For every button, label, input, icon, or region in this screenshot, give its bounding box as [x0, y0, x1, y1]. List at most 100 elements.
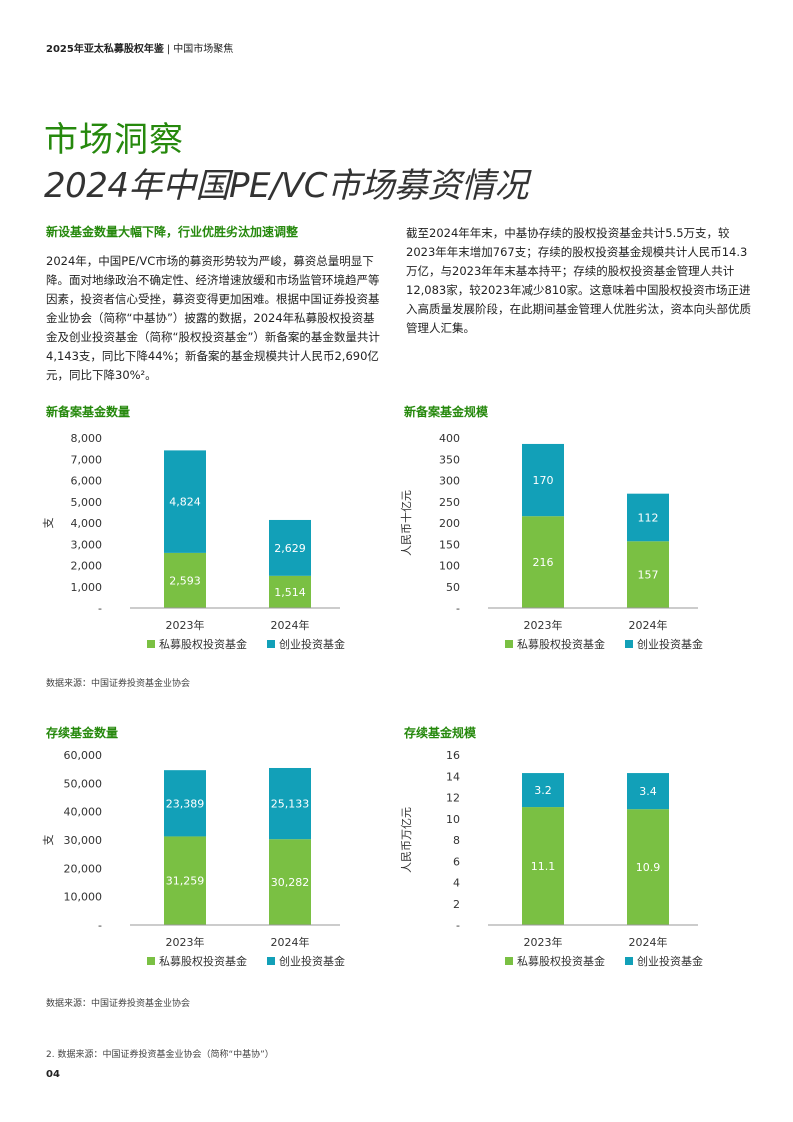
- y-axis-label: 人民币万亿元: [400, 807, 413, 873]
- page-title: 市场洞察: [44, 120, 184, 160]
- y-tick-label: 250: [439, 496, 460, 509]
- x-tick-label: 2023年: [524, 618, 563, 632]
- data-source-1: 数据来源：中国证券投资基金业协会: [46, 679, 191, 689]
- y-tick-label: 14: [446, 770, 460, 783]
- y-tick-label: 6,000: [71, 475, 103, 488]
- x-tick-label: 2023年: [166, 935, 205, 949]
- y-tick-label: 150: [439, 538, 460, 551]
- legend-swatch-vc: [267, 957, 275, 965]
- y-tick-label: 8: [453, 834, 460, 847]
- bar-pe: [522, 807, 564, 925]
- x-tick-label: 2023年: [166, 618, 205, 632]
- bar-pe: [164, 836, 206, 925]
- legend-swatch-pe: [505, 957, 513, 965]
- bar-vc: [269, 767, 311, 840]
- data-label: 11.1: [531, 860, 556, 873]
- lead-heading: 新设基金数量大幅下降，行业优胜劣汰加速调整: [46, 225, 299, 239]
- y-tick-label: 4,000: [71, 517, 103, 530]
- data-label: 216: [533, 556, 554, 569]
- bar-vc: [164, 770, 206, 837]
- y-tick-label: 8,000: [71, 432, 103, 445]
- active-fund-size-chart: 人民币万亿元 - 2 4 6 8 10 12 14 16 11.1 3.2 2023年 10.9 3.4 20…: [400, 749, 703, 968]
- y-axis-label: 人民币十亿元: [399, 490, 413, 556]
- data-label: 2,593: [169, 574, 201, 587]
- y-tick-label: 12: [446, 792, 460, 805]
- y-tick-label: 50,000: [64, 777, 103, 790]
- bar-vc: [522, 773, 564, 808]
- legend-swatch-vc: [625, 640, 633, 648]
- new-fund-size-chart: 人民币十亿元 - 50 100 150 200 250 300 350 400 216 170 2023…: [399, 432, 703, 651]
- y-tick-label: 300: [439, 475, 460, 488]
- y-tick-label: 20,000: [64, 862, 103, 875]
- y-tick-label: 4: [453, 877, 460, 890]
- data-label: 10.9: [636, 861, 661, 874]
- y-tick-label: -: [456, 602, 460, 615]
- chart-title-active-size: 存续基金规模: [404, 726, 477, 740]
- y-tick-label: 400: [439, 432, 460, 445]
- legend-swatch-pe: [147, 640, 155, 648]
- bar-pe: [269, 575, 311, 608]
- body-paragraph-2: 截至2024年年末，中基协存续的股权投资基金共计5.5万支，较2023年年末增加…: [406, 226, 751, 335]
- x-tick-label: 2024年: [271, 618, 310, 632]
- bar-vc: [627, 773, 669, 810]
- data-label: 157: [638, 569, 659, 582]
- x-tick-label: 2024年: [271, 935, 310, 949]
- data-label: 3.2: [534, 784, 552, 797]
- bar-vc: [269, 519, 311, 576]
- bar-vc: [522, 443, 564, 517]
- y-tick-label: -: [98, 602, 102, 615]
- legend-swatch-pe: [505, 640, 513, 648]
- y-tick-label: 50: [446, 581, 460, 594]
- data-label: 170: [533, 474, 554, 487]
- bar-pe: [627, 541, 669, 608]
- y-tick-label: 60,000: [64, 749, 103, 762]
- y-tick-label: 6: [453, 855, 460, 868]
- legend-label-pe: 私募股权投资基金: [159, 954, 247, 968]
- legend-label-pe: 私募股权投资基金: [517, 637, 605, 651]
- bar-pe: [627, 809, 669, 925]
- y-tick-label: -: [456, 919, 460, 932]
- data-label: 30,282: [271, 876, 310, 889]
- legend-swatch-vc: [625, 957, 633, 965]
- chart-title-new-count: 新备案基金数量: [46, 405, 131, 419]
- bar-pe: [164, 552, 206, 608]
- data-label: 112: [638, 511, 659, 524]
- y-tick-label: 10: [446, 813, 460, 826]
- legend-label-pe: 私募股权投资基金: [517, 954, 605, 968]
- legend-label-vc: 创业投资基金: [279, 637, 345, 651]
- y-tick-label: 10,000: [64, 891, 103, 904]
- bar-pe: [269, 839, 311, 925]
- data-label: 4,824: [169, 496, 201, 509]
- y-tick-label: 1,000: [71, 581, 103, 594]
- active-fund-count-chart: 支 - 10,000 20,000 30,000 40,000 50,000 60,000 31…: [42, 749, 345, 968]
- header-separator: |: [166, 44, 171, 55]
- x-tick-label: 2024年: [629, 935, 668, 949]
- y-tick-label: -: [98, 919, 102, 932]
- y-tick-label: 5,000: [71, 496, 103, 509]
- data-label: 1,514: [274, 586, 306, 599]
- bar-vc: [627, 493, 669, 542]
- y-tick-label: 16: [446, 749, 460, 762]
- y-axis-label: 支: [42, 835, 55, 846]
- legend-swatch-vc: [267, 640, 275, 648]
- data-source-2: 数据来源：中国证券投资基金业协会: [46, 999, 191, 1009]
- x-tick-label: 2023年: [524, 935, 563, 949]
- chart-title-active-count: 存续基金数量: [46, 726, 119, 740]
- section-name: 中国市场聚焦: [173, 44, 234, 55]
- page-number: 04: [46, 1069, 60, 1080]
- legend-label-vc: 创业投资基金: [279, 954, 345, 968]
- legend-label-vc: 创业投资基金: [637, 954, 703, 968]
- legend-label-pe: 私募股权投资基金: [159, 637, 247, 651]
- report-title: 2025年亚太私募股权年鉴: [46, 44, 164, 55]
- y-tick-label: 7,000: [71, 453, 103, 466]
- data-label: 25,133: [271, 798, 310, 811]
- bar-pe: [522, 516, 564, 608]
- y-tick-label: 100: [439, 560, 460, 573]
- page-subtitle: 2024年中国PE/VC市场募资情况: [44, 166, 528, 206]
- y-tick-label: 2,000: [71, 560, 103, 573]
- y-tick-label: 30,000: [64, 834, 103, 847]
- y-tick-label: 2: [453, 898, 460, 911]
- legend-label-vc: 创业投资基金: [637, 637, 703, 651]
- y-tick-label: 40,000: [64, 806, 103, 819]
- x-tick-label: 2024年: [629, 618, 668, 632]
